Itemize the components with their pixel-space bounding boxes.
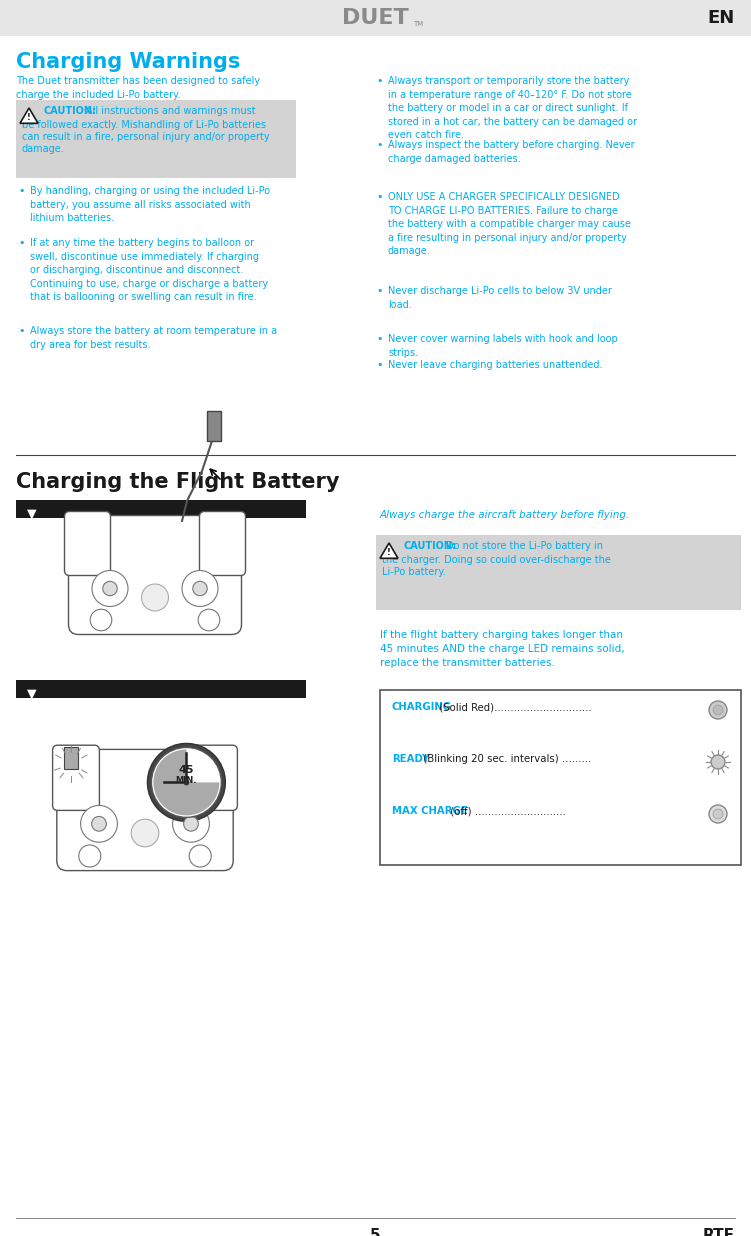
Polygon shape (380, 543, 398, 559)
Circle shape (709, 805, 727, 823)
Circle shape (103, 581, 117, 596)
Circle shape (184, 817, 198, 831)
Text: Never cover warning labels with hook and loop
strips.: Never cover warning labels with hook and… (388, 334, 618, 357)
Circle shape (173, 806, 210, 842)
FancyBboxPatch shape (376, 535, 741, 611)
Text: RTF: RTF (703, 1229, 735, 1236)
Text: ▼: ▼ (27, 508, 37, 520)
Circle shape (92, 817, 107, 831)
Text: be followed exactly. Mishandling of Li-Po batteries: be followed exactly. Mishandling of Li-P… (22, 120, 266, 130)
Circle shape (198, 609, 220, 630)
Text: Charging Warnings: Charging Warnings (16, 52, 240, 72)
Text: •: • (376, 75, 382, 87)
Text: •: • (18, 239, 25, 248)
Text: Never leave charging batteries unattended.: Never leave charging batteries unattende… (388, 360, 602, 370)
Polygon shape (153, 749, 219, 816)
FancyBboxPatch shape (16, 100, 296, 178)
Circle shape (713, 705, 723, 714)
Text: •: • (18, 185, 25, 197)
Text: TM: TM (414, 21, 424, 27)
Text: !: ! (27, 114, 31, 122)
Text: •: • (376, 286, 382, 295)
Circle shape (152, 748, 222, 817)
Text: READY: READY (392, 754, 430, 764)
Text: (Solid Red)..............................: (Solid Red).............................… (436, 702, 592, 712)
Text: If at any time the battery begins to balloon or
swell, discontinue use immediate: If at any time the battery begins to bal… (30, 239, 268, 303)
Circle shape (189, 845, 211, 866)
Text: •: • (376, 140, 382, 150)
Text: Always transport or temporarily store the battery
in a temperature range of 40–1: Always transport or temporarily store th… (388, 75, 637, 141)
Text: By handling, charging or using the included Li-Po
battery, you assume all risks : By handling, charging or using the inclu… (30, 185, 270, 224)
FancyBboxPatch shape (68, 515, 242, 634)
FancyBboxPatch shape (0, 0, 751, 36)
Text: EN: EN (707, 9, 735, 27)
Circle shape (141, 583, 168, 611)
FancyBboxPatch shape (207, 412, 221, 441)
Circle shape (711, 755, 725, 769)
Circle shape (713, 810, 723, 819)
Text: (Blinking 20 sec. intervals) .........: (Blinking 20 sec. intervals) ......... (420, 754, 591, 764)
Text: •: • (376, 360, 382, 370)
Circle shape (183, 780, 189, 785)
FancyBboxPatch shape (200, 512, 246, 576)
Circle shape (90, 609, 112, 630)
Circle shape (80, 806, 117, 842)
Text: MIN.: MIN. (176, 776, 198, 785)
Text: ONLY USE A CHARGER SPECIFICALLY DESIGNED
TO CHARGE LI-PO BATTERIES. Failure to c: ONLY USE A CHARGER SPECIFICALLY DESIGNED… (388, 192, 631, 256)
Polygon shape (20, 108, 38, 124)
Circle shape (193, 581, 207, 596)
Text: •: • (376, 334, 382, 344)
Text: 5: 5 (370, 1229, 381, 1236)
Text: The Duet transmitter has been designed to safely
charge the included Li-Po batte: The Duet transmitter has been designed t… (16, 75, 260, 100)
Text: ▼: ▼ (27, 687, 37, 701)
Circle shape (79, 845, 101, 866)
Text: CAUTION:: CAUTION: (404, 541, 457, 551)
Text: can result in a fire, personal injury and/or property: can result in a fire, personal injury an… (22, 132, 270, 142)
FancyBboxPatch shape (65, 747, 78, 769)
Circle shape (92, 571, 128, 607)
FancyBboxPatch shape (65, 512, 110, 576)
Text: (off) ............................: (off) ............................ (447, 806, 566, 816)
Text: Charging the Flight Battery: Charging the Flight Battery (16, 472, 339, 492)
Text: 45: 45 (179, 765, 195, 775)
Text: the charger. Doing so could over-discharge the: the charger. Doing so could over-dischar… (382, 555, 611, 565)
Text: If the flight battery charging takes longer than
45 minutes AND the charge LED r: If the flight battery charging takes lon… (380, 630, 625, 667)
Text: DUET: DUET (342, 7, 409, 28)
Text: All instructions and warnings must: All instructions and warnings must (86, 106, 255, 116)
Text: Li-Po battery.: Li-Po battery. (382, 567, 446, 577)
Text: Do not store the Li-Po battery in: Do not store the Li-Po battery in (446, 541, 603, 551)
Text: Never discharge Li-Po cells to below 3V under
load.: Never discharge Li-Po cells to below 3V … (388, 286, 612, 309)
FancyBboxPatch shape (57, 749, 234, 870)
Text: Always inspect the battery before charging. Never
charge damaged batteries.: Always inspect the battery before chargi… (388, 140, 635, 163)
FancyBboxPatch shape (191, 745, 237, 811)
Text: •: • (18, 326, 25, 336)
FancyBboxPatch shape (16, 501, 306, 518)
Text: Always charge the aircraft battery before flying.: Always charge the aircraft battery befor… (380, 510, 630, 520)
Circle shape (147, 743, 225, 822)
Circle shape (182, 571, 218, 607)
Text: CHARGING: CHARGING (392, 702, 452, 712)
FancyBboxPatch shape (380, 690, 741, 865)
Text: Always store the battery at room temperature in a
dry area for best results.: Always store the battery at room tempera… (30, 326, 277, 350)
Text: damage.: damage. (22, 145, 65, 154)
FancyBboxPatch shape (53, 745, 99, 811)
Text: MAX CHARGE: MAX CHARGE (392, 806, 468, 816)
FancyBboxPatch shape (16, 680, 306, 698)
Circle shape (709, 701, 727, 719)
Circle shape (131, 819, 158, 847)
Text: •: • (376, 192, 382, 201)
Text: !: ! (387, 549, 391, 557)
Text: CAUTION:: CAUTION: (44, 106, 97, 116)
